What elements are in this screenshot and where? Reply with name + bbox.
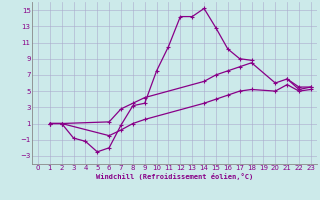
X-axis label: Windchill (Refroidissement éolien,°C): Windchill (Refroidissement éolien,°C) — [96, 173, 253, 180]
